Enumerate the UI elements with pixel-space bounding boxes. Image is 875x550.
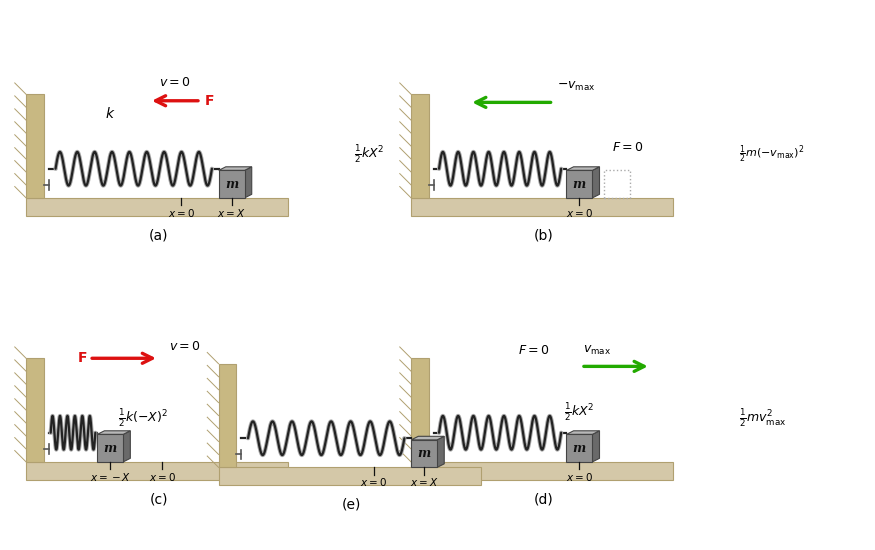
Text: (c): (c): [150, 492, 168, 506]
Text: $x = 0$: $x = 0$: [566, 471, 593, 483]
Text: $\frac{1}{2}mv_\mathrm{max}^2$: $\frac{1}{2}mv_\mathrm{max}^2$: [739, 407, 787, 429]
Polygon shape: [411, 436, 444, 440]
Text: $F = 0$: $F = 0$: [518, 344, 550, 357]
Text: m: m: [225, 178, 238, 191]
Text: $k$: $k$: [105, 106, 116, 121]
Bar: [604, 170, 630, 198]
Polygon shape: [566, 431, 599, 435]
Text: $v = 0$: $v = 0$: [159, 76, 191, 90]
Text: $\frac{1}{2}k(-X)^2$: $\frac{1}{2}k(-X)^2$: [118, 407, 168, 429]
Text: $\frac{1}{2}kX^2$: $\frac{1}{2}kX^2$: [564, 402, 595, 424]
Text: m: m: [572, 178, 586, 191]
Text: m: m: [417, 447, 430, 460]
Text: $\frac{1}{2}kX^2$: $\frac{1}{2}kX^2$: [354, 143, 385, 165]
Polygon shape: [438, 436, 444, 468]
Text: m: m: [103, 442, 116, 455]
Text: (a): (a): [149, 228, 169, 242]
Text: $-v_\mathrm{max}$: $-v_\mathrm{max}$: [556, 80, 596, 93]
Text: $x = 0$: $x = 0$: [360, 476, 388, 488]
Bar: [566, 170, 592, 198]
Bar: [26, 462, 289, 480]
Bar: [411, 462, 674, 480]
Text: $\mathbf{F}$: $\mathbf{F}$: [204, 94, 214, 108]
Text: $\mathbf{F}$: $\mathbf{F}$: [77, 351, 88, 365]
Polygon shape: [123, 431, 130, 462]
Text: $v_\mathrm{max}$: $v_\mathrm{max}$: [583, 344, 611, 357]
Bar: [26, 94, 44, 198]
Bar: [219, 170, 245, 198]
Text: $x = 0$: $x = 0$: [149, 471, 176, 483]
Text: $F = 0$: $F = 0$: [612, 141, 643, 154]
Bar: [566, 434, 592, 462]
Text: $x = -X$: $x = -X$: [89, 471, 131, 483]
Polygon shape: [592, 167, 599, 198]
Polygon shape: [566, 167, 599, 170]
Text: $x = X$: $x = X$: [410, 476, 438, 488]
Bar: [411, 94, 429, 198]
Bar: [26, 198, 289, 216]
Text: (d): (d): [534, 492, 554, 506]
Text: (e): (e): [341, 498, 361, 512]
Bar: [219, 468, 481, 485]
Text: $x = 0$: $x = 0$: [168, 207, 195, 219]
Bar: [219, 364, 236, 468]
Polygon shape: [219, 167, 252, 170]
Bar: [26, 358, 44, 462]
Text: (b): (b): [534, 228, 554, 242]
Bar: [97, 434, 123, 462]
Polygon shape: [97, 431, 130, 435]
Text: $x = X$: $x = X$: [217, 207, 246, 219]
Bar: [411, 198, 674, 216]
Text: $\frac{1}{2}m(-v_\mathrm{max})^2$: $\frac{1}{2}m(-v_\mathrm{max})^2$: [739, 143, 805, 165]
Text: m: m: [572, 442, 586, 455]
Polygon shape: [245, 167, 252, 198]
Polygon shape: [592, 431, 599, 462]
Bar: [411, 440, 438, 467]
Text: $x = 0$: $x = 0$: [566, 207, 593, 219]
Text: $v = 0$: $v = 0$: [169, 340, 200, 354]
Bar: [411, 358, 429, 462]
